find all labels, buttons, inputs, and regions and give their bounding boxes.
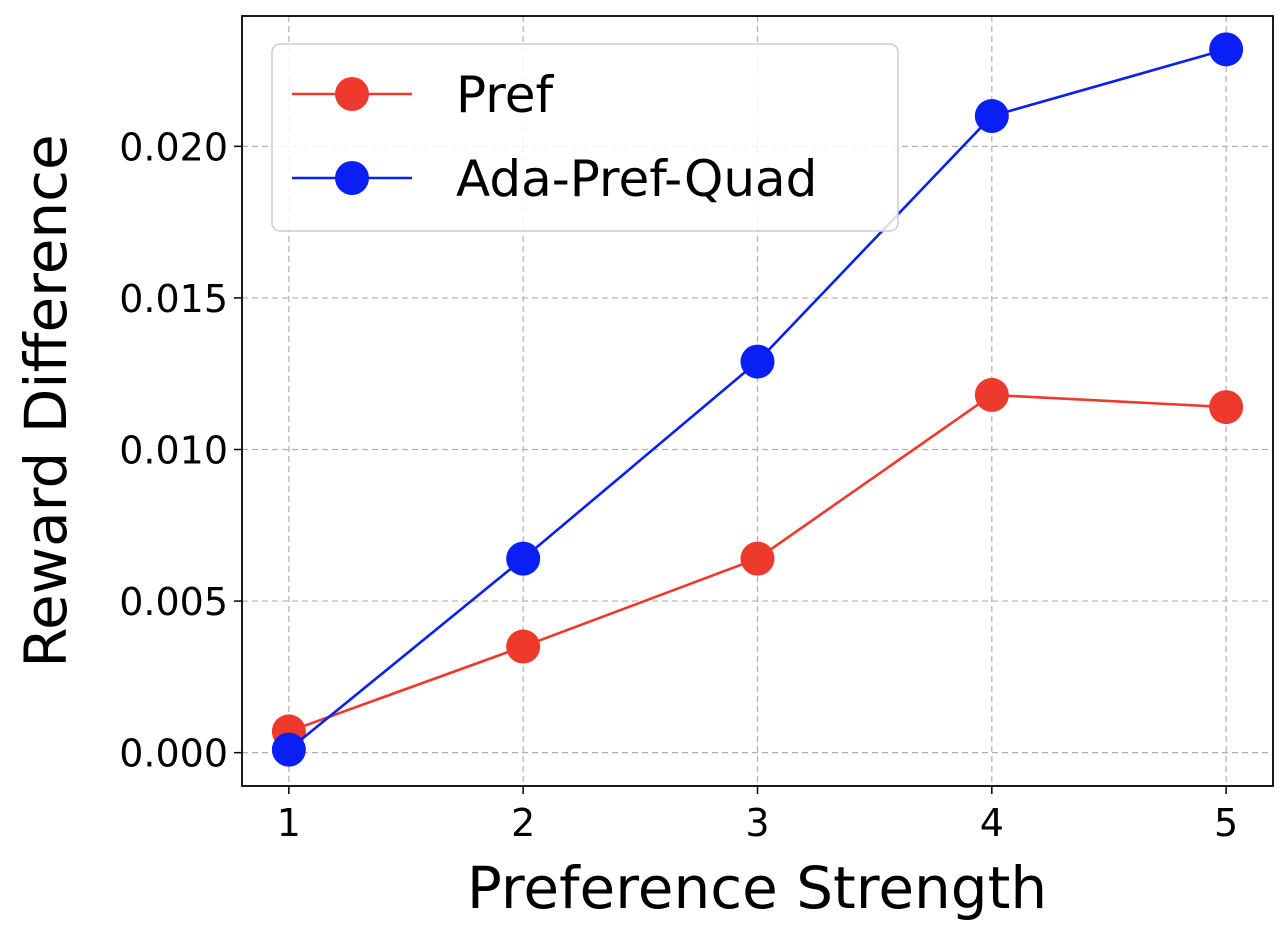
legend-box	[271, 43, 899, 232]
x-tick-label: 2	[511, 801, 535, 845]
series-0	[271, 377, 1244, 749]
y-tick-label: 0.015	[119, 277, 228, 321]
series-layer	[271, 32, 1244, 767]
legend-item: Pref	[292, 66, 554, 124]
data-point	[506, 541, 541, 576]
data-point	[271, 732, 306, 767]
data-point	[506, 629, 541, 664]
y-tick-label: 0.000	[119, 732, 228, 776]
y-tick-label: 0.010	[119, 429, 228, 473]
y-axis-title: Reward Difference	[12, 134, 80, 667]
series-1	[271, 32, 1244, 767]
x-tick-label: 3	[745, 801, 769, 845]
y-tick-label: 0.005	[119, 580, 228, 624]
legend-label: Ada-Pref-Quad	[456, 150, 817, 208]
legend-marker	[335, 161, 369, 195]
data-point	[974, 377, 1009, 412]
data-point	[974, 99, 1009, 134]
data-point	[1209, 32, 1244, 67]
data-point	[740, 344, 775, 379]
legend-item: Ada-Pref-Quad	[292, 150, 817, 208]
legend-marker	[335, 77, 369, 111]
axis-ticks: 1 2 3 4 5 0.000 0.005 0.010 0.015 0.020	[119, 125, 1238, 845]
x-tick-label: 5	[1214, 801, 1238, 845]
data-point	[740, 541, 775, 576]
x-tick-label: 1	[277, 801, 301, 845]
legend: Pref Ada-Pref-Quad	[271, 43, 899, 232]
x-axis-title: Preference Strength	[467, 854, 1047, 922]
x-tick-label: 4	[980, 801, 1004, 845]
y-tick-label: 0.020	[119, 125, 228, 169]
legend-label: Pref	[456, 66, 554, 124]
data-point	[1209, 390, 1244, 425]
